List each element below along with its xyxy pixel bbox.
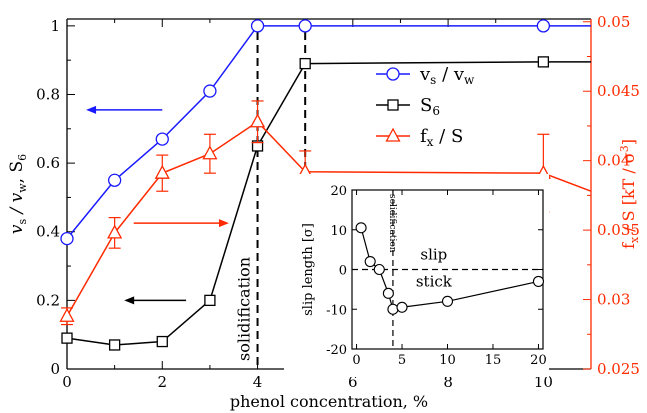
series-vs	[60, 19, 591, 246]
arrow-head	[218, 219, 229, 228]
legend-label-fx: fx / S	[420, 126, 463, 149]
series-s6	[61, 56, 591, 351]
y-left-tick-label: 0.8	[36, 85, 60, 103]
vline-label-solidification: solidification	[235, 257, 254, 361]
legend-label-vs: vs / vw	[419, 64, 475, 87]
y-right-tick-label: 0.04	[597, 152, 630, 170]
x-tick-label: 0	[62, 373, 72, 391]
marker-fx	[59, 307, 75, 322]
legend-marker-vs	[386, 67, 400, 81]
marker-fx	[154, 164, 170, 179]
y-right-tick-label: 0.045	[597, 82, 640, 100]
arrow-head	[124, 296, 135, 305]
marker-fx	[202, 145, 218, 160]
series-line-vs	[66, 25, 591, 240]
arrow-vs	[86, 105, 163, 114]
legend-label-s6: S6	[420, 95, 440, 118]
inset-stick-label: stick	[416, 273, 453, 291]
inset-x-tick-label: 0	[352, 353, 360, 368]
inset-vline-label: solidification	[387, 194, 397, 253]
series-line-s6	[66, 61, 591, 346]
x-tick-label: 8	[443, 373, 453, 391]
series-line-fx	[66, 120, 592, 317]
arrow-s6	[124, 296, 187, 305]
y-right-tick-label: 0.03	[597, 291, 630, 309]
x-tick-label: 2	[157, 373, 167, 391]
y-right-axis-label: fx / S [kT / σ3]	[618, 139, 641, 249]
inset-y-tick-label: -10	[326, 303, 347, 318]
marker-s6	[299, 57, 311, 70]
marker-s6	[204, 294, 216, 307]
inset-y-tick-label: -20	[326, 343, 347, 358]
inset-y-tick-label: 0	[339, 264, 347, 279]
x-axis-label: phenol concentration, %	[230, 392, 428, 411]
inset-marker	[387, 303, 399, 315]
marker-fx	[249, 113, 266, 128]
x-tick-label: 10	[534, 373, 553, 391]
inset-marker	[373, 263, 385, 276]
marker-s6	[61, 332, 73, 344]
inset-x-tick-label: 20	[530, 353, 547, 368]
marker-vs	[250, 19, 265, 33]
inset-y-tick-label: 20	[330, 184, 347, 199]
y-left-tick-label: 1	[50, 17, 60, 35]
inset-slip-label: slip	[420, 246, 447, 264]
inset-marker	[364, 255, 376, 268]
y-left-tick-label: 0.2	[36, 291, 60, 309]
series-fx	[59, 100, 592, 326]
marker-vs	[155, 132, 169, 146]
y-right-tick-label: 0.025	[597, 360, 640, 378]
inset-marker	[532, 275, 545, 287]
x-tick-label: 4	[253, 373, 263, 391]
inset-x-tick-label: 5	[398, 353, 406, 368]
inset-y-tick-label: 10	[330, 224, 347, 239]
marker-vs	[536, 19, 551, 33]
main-plot: 0 2 4 6 8 10 0 0.2 0.4 0.6 0.8 1 0.025 0.03 0.035 0.04 0…	[7, 13, 641, 411]
marker-vs	[298, 19, 312, 33]
marker-vs	[203, 84, 217, 98]
inset-background	[284, 174, 549, 377]
inset-x-tick-label: 10	[439, 353, 456, 368]
y-right-tick-label: 0.05	[597, 13, 630, 31]
legend: vs / vw S6 fx / S	[376, 64, 475, 149]
inset-marker	[441, 295, 454, 307]
inset-x-tick-label: 15	[485, 353, 502, 368]
y-left-axis-label: vs / vw, S6	[7, 154, 29, 234]
arrow-head	[86, 105, 97, 114]
inset-marker	[396, 301, 408, 313]
marker-fx	[107, 224, 123, 239]
inset-y-axis-label: slip length [σ]	[301, 223, 316, 316]
inset-marker	[382, 287, 394, 299]
y-left-tick-label: 0.4	[36, 223, 60, 241]
y-left-tick-label: 0	[50, 360, 60, 378]
inset-marker	[355, 222, 367, 234]
marker-s6	[156, 335, 168, 348]
marker-s6	[537, 56, 550, 68]
y-right-tick-label: 0.035	[597, 221, 640, 239]
marker-s6	[108, 339, 121, 351]
arrow-fx	[133, 219, 229, 228]
marker-vs	[107, 173, 122, 187]
legend-marker-s6	[387, 99, 399, 111]
inset-plot: 0 5 10 15 20 -20 -10 0 10 20 slip length [σ] slip st…	[284, 174, 549, 377]
legend-marker-fx	[385, 127, 401, 142]
y-left-tick-label: 0.6	[36, 154, 60, 172]
marker-vs	[60, 231, 74, 246]
x-tick-label: 6	[348, 373, 358, 391]
